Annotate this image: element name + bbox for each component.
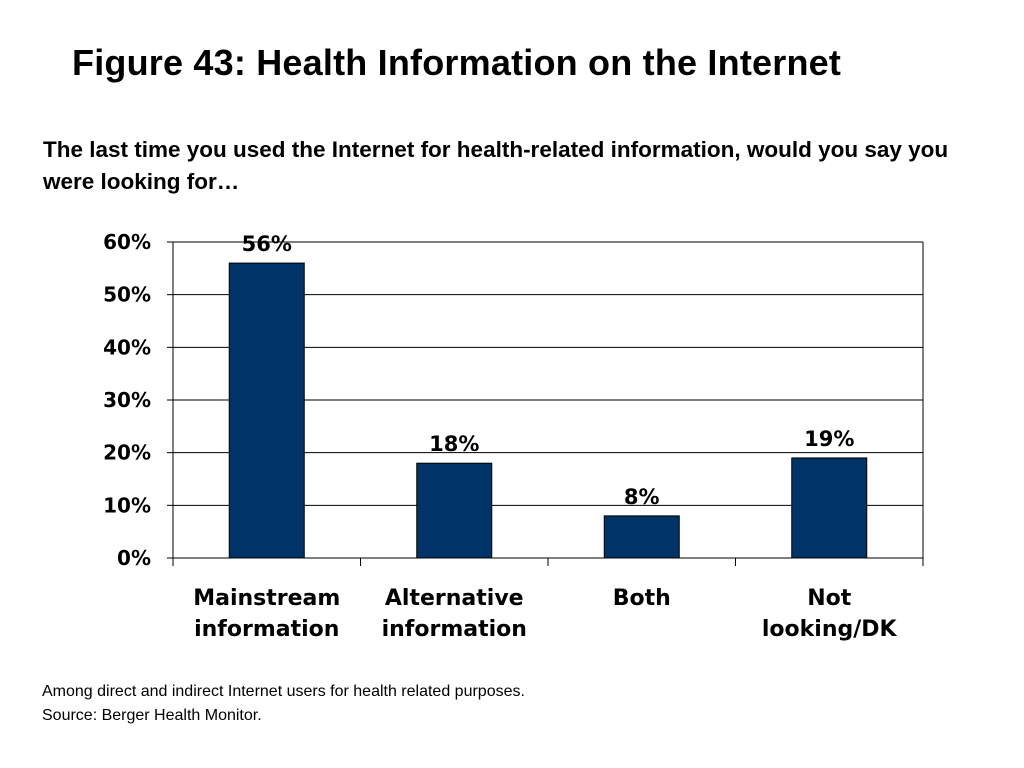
y-tick-label: 10% — [103, 493, 151, 517]
data-label: 8% — [624, 485, 660, 509]
axes: 0% 10% 20% 30% 40% 50% 60% — [103, 230, 924, 570]
y-tick-label: 30% — [103, 388, 151, 412]
y-tick-label: 50% — [103, 283, 151, 307]
bar — [603, 515, 680, 559]
survey-question: The last time you used the Internet for … — [43, 137, 949, 194]
data-label: 18% — [429, 432, 479, 456]
bar — [416, 462, 493, 559]
data-label: 56% — [242, 232, 292, 256]
category-label: information — [194, 617, 339, 642]
y-tick-label: 0% — [117, 546, 151, 570]
y-tick-label: 40% — [103, 335, 151, 359]
bar — [228, 262, 305, 559]
data-label: 19% — [804, 427, 854, 451]
category-label: Mainstream — [193, 586, 340, 611]
category-labels: Mainstream information Alternative informat… — [193, 586, 897, 642]
category-label: Both — [613, 586, 671, 611]
category-label: Not — [807, 586, 852, 611]
bar — [791, 457, 868, 559]
category-label: information — [382, 617, 527, 642]
footnote-population: Among direct and indirect Internet users… — [42, 683, 525, 700]
y-tick-label: 60% — [103, 230, 151, 254]
y-tick-label: 20% — [103, 441, 151, 465]
category-label: Alternative — [385, 586, 524, 611]
footnote-source: Source: Berger Health Monitor. — [42, 707, 262, 724]
slide-title: Figure 43: Health Information on the Int… — [72, 42, 842, 83]
category-label: looking/DK — [762, 617, 898, 642]
data-labels: 56% 18% 8% 19% — [242, 232, 855, 509]
bars — [228, 262, 868, 559]
